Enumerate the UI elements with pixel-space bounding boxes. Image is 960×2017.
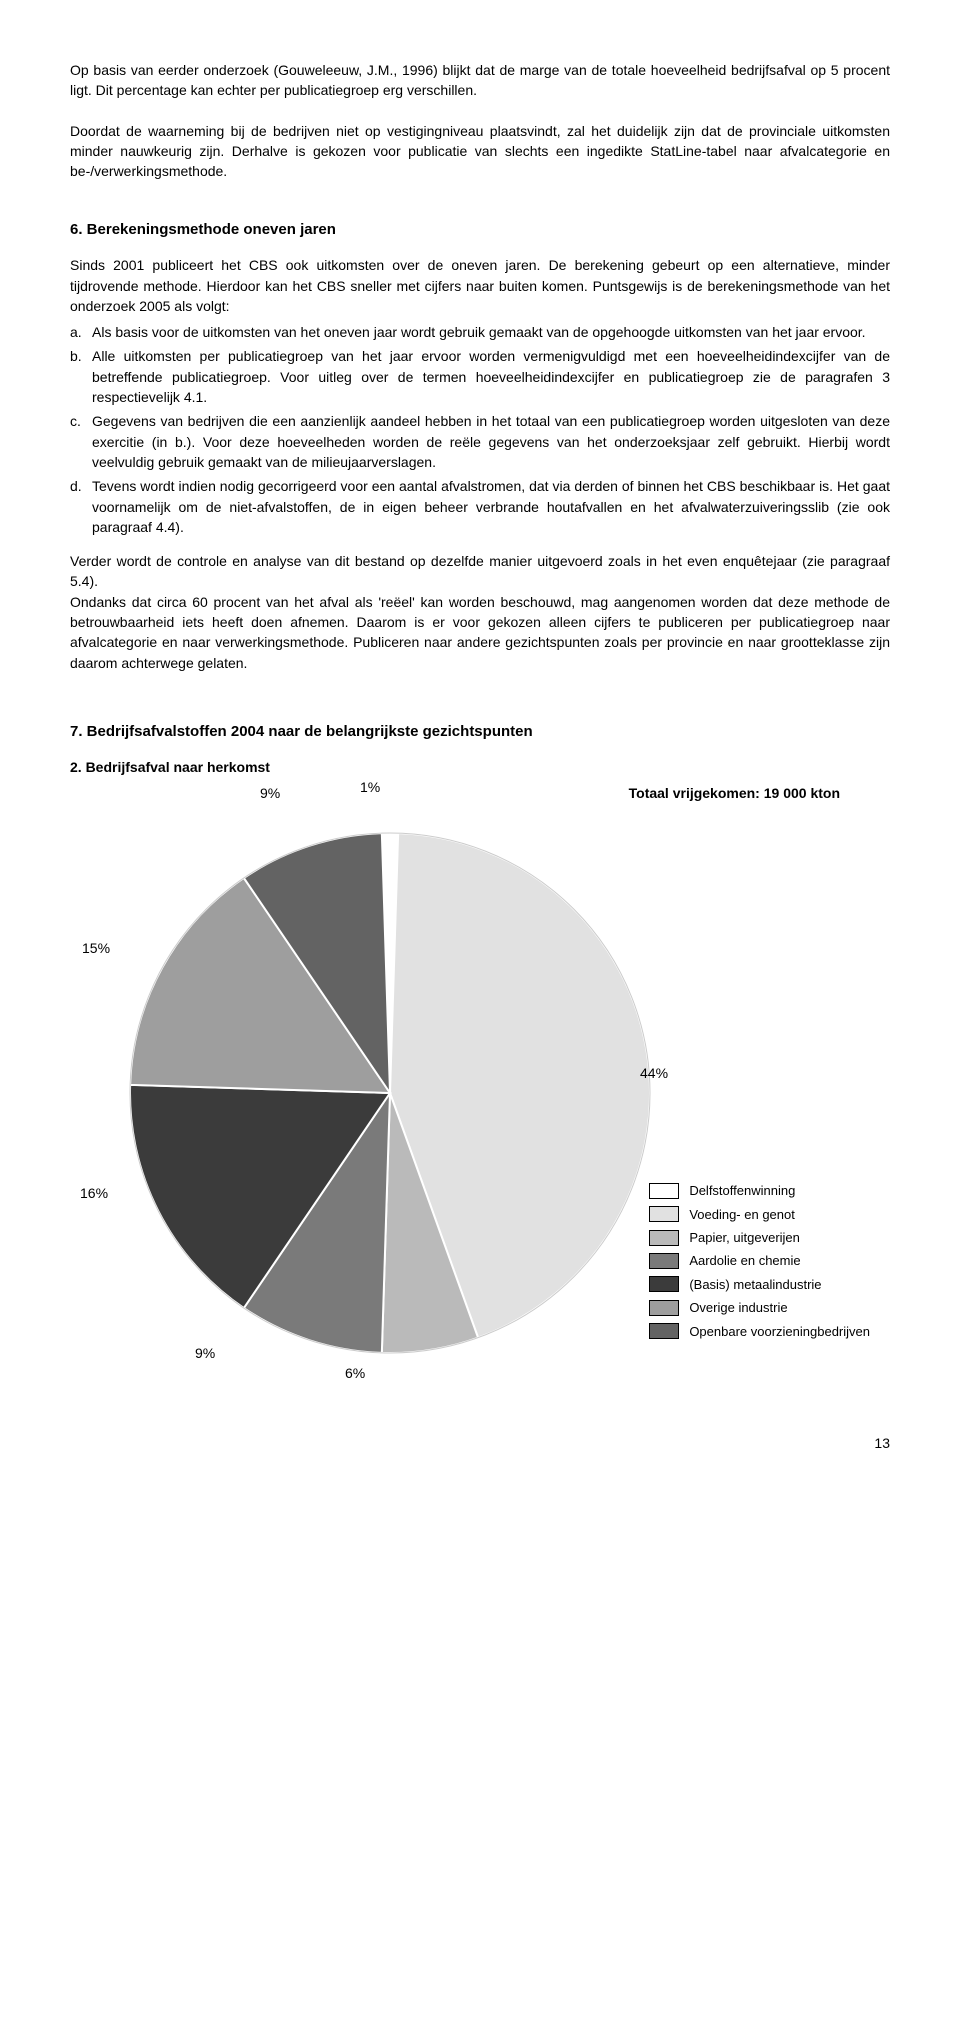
list-item-text: Gegevens van bedrijven die een aanzienli… xyxy=(92,413,890,470)
section-6-para-2: Verder wordt de controle en analyse van … xyxy=(70,551,890,592)
list-marker: a. xyxy=(70,322,92,342)
legend-swatch xyxy=(649,1300,679,1316)
pie-slice-label: 9% xyxy=(260,783,280,803)
pie-slice-label: 1% xyxy=(360,777,380,797)
legend-label: Openbare voorzieningbedrijven xyxy=(689,1320,870,1343)
list-marker: b. xyxy=(70,346,92,366)
legend-swatch xyxy=(649,1230,679,1246)
list-item-text: Tevens wordt indien nodig gecorrigeerd v… xyxy=(92,478,890,535)
legend-label: Aardolie en chemie xyxy=(689,1249,800,1272)
legend-row: Openbare voorzieningbedrijven xyxy=(649,1320,870,1343)
list-marker: c. xyxy=(70,411,92,431)
legend-row: Papier, uitgeverijen xyxy=(649,1226,870,1249)
legend-swatch xyxy=(649,1276,679,1292)
legend-label: Delfstoffenwinning xyxy=(689,1179,795,1202)
legend-row: (Basis) metaalindustrie xyxy=(649,1273,870,1296)
list-item-text: Alle uitkomsten per publicatiegroep van … xyxy=(92,348,890,405)
list-marker: d. xyxy=(70,476,92,496)
pie-slice-label: 9% xyxy=(195,1343,215,1363)
pie-slice-label: 6% xyxy=(345,1363,365,1383)
section-6-para-3: Ondanks dat circa 60 procent van het afv… xyxy=(70,592,890,673)
section-6-intro: Sinds 2001 publiceert het CBS ook uitkom… xyxy=(70,255,890,316)
legend-label: Overige industrie xyxy=(689,1296,787,1319)
legend-label: (Basis) metaalindustrie xyxy=(689,1273,821,1296)
legend-swatch xyxy=(649,1206,679,1222)
legend-label: Papier, uitgeverijen xyxy=(689,1226,800,1249)
section-7-heading: 7. Bedrijfsafvalstoffen 2004 naar de bel… xyxy=(70,721,890,743)
intro-paragraph-2: Doordat de waarneming bij de bedrijven n… xyxy=(70,121,890,182)
page-number: 13 xyxy=(70,1433,890,1453)
pie-slice-label: 15% xyxy=(82,938,110,958)
section-6-list: a.Als basis voor de uitkomsten van het o… xyxy=(70,322,890,537)
pie-chart: Totaal vrijgekomen: 19 000 kton 1%44%6%9… xyxy=(70,783,890,1403)
section-6-heading: 6. Berekeningsmethode oneven jaren xyxy=(70,219,890,241)
list-item-text: Als basis voor de uitkomsten van het one… xyxy=(92,324,866,340)
intro-paragraph-1: Op basis van eerder onderzoek (Gouweleeu… xyxy=(70,60,890,101)
chart-title: 2. Bedrijfsafval naar herkomst xyxy=(70,757,890,777)
list-item: a.Als basis voor de uitkomsten van het o… xyxy=(70,322,890,342)
legend-row: Voeding- en genot xyxy=(649,1203,870,1226)
pie-slice-label: 16% xyxy=(80,1183,108,1203)
list-item: b.Alle uitkomsten per publicatiegroep va… xyxy=(70,346,890,407)
legend-row: Overige industrie xyxy=(649,1296,870,1319)
list-item: c.Gegevens van bedrijven die een aanzien… xyxy=(70,411,890,472)
chart-total-label: Totaal vrijgekomen: 19 000 kton xyxy=(629,783,840,803)
legend-swatch xyxy=(649,1183,679,1199)
legend-row: Delfstoffenwinning xyxy=(649,1179,870,1202)
legend-swatch xyxy=(649,1253,679,1269)
legend-row: Aardolie en chemie xyxy=(649,1249,870,1272)
legend-swatch xyxy=(649,1323,679,1339)
list-item: d.Tevens wordt indien nodig gecorrigeerd… xyxy=(70,476,890,537)
legend-label: Voeding- en genot xyxy=(689,1203,795,1226)
chart-legend: DelfstoffenwinningVoeding- en genotPapie… xyxy=(649,1179,870,1343)
pie-slice-label: 44% xyxy=(640,1063,668,1083)
